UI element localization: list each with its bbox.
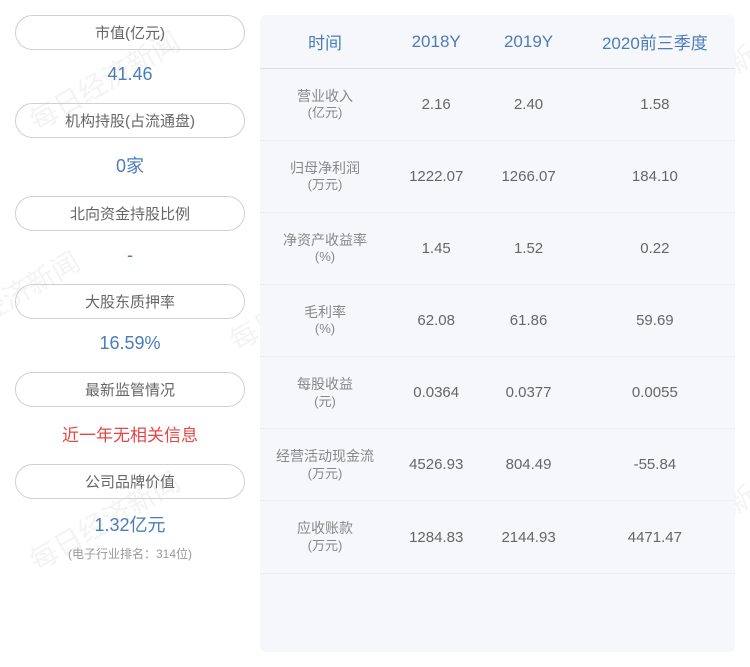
metric-unit: (万元)	[268, 177, 382, 194]
stat-label-brand: 公司品牌价值	[15, 464, 245, 499]
metric-name: 应收账款	[268, 519, 382, 537]
value-cell: 1284.83	[390, 501, 482, 573]
stat-label-northbound: 北向资金持股比例	[15, 196, 245, 231]
table-body: 营业收入 (亿元) 2.16 2.40 1.58 归母净利润 (万元) 1222…	[260, 69, 735, 574]
value-cell: -55.84	[575, 429, 735, 501]
value-cell: 1266.07	[482, 141, 574, 213]
metric-name: 归母净利润	[268, 159, 382, 177]
value-cell: 2144.93	[482, 501, 574, 573]
metric-unit: (万元)	[268, 538, 382, 555]
value-cell: 4526.93	[390, 429, 482, 501]
metric-name: 每股收益	[268, 375, 382, 393]
metric-cell: 经营活动现金流 (万元)	[260, 429, 390, 501]
metric-name: 经营活动现金流	[268, 447, 382, 465]
stat-subtext-brand: (电子行业排名：314位)	[15, 545, 245, 570]
stat-label-regulatory: 最新监管情况	[15, 372, 245, 407]
financial-table: 时间 2018Y 2019Y 2020前三季度 营业收入 (亿元) 2.16 2…	[260, 15, 735, 574]
metric-cell: 应收账款 (万元)	[260, 501, 390, 573]
value-cell: 2.16	[390, 69, 482, 141]
table-row: 营业收入 (亿元) 2.16 2.40 1.58	[260, 69, 735, 141]
stat-value-market-cap: 41.46	[15, 58, 245, 95]
stat-label-institution: 机构持股(占流通盘)	[15, 103, 245, 138]
metric-name: 毛利率	[268, 303, 382, 321]
main-container: 市值(亿元) 41.46 机构持股(占流通盘) 0家 北向资金持股比例 - 大股…	[0, 0, 750, 667]
metric-cell: 每股收益 (元)	[260, 357, 390, 429]
table-row: 每股收益 (元) 0.0364 0.0377 0.0055	[260, 357, 735, 429]
left-stats-panel: 市值(亿元) 41.46 机构持股(占流通盘) 0家 北向资金持股比例 - 大股…	[15, 15, 260, 652]
metric-name: 净资产收益率	[268, 231, 382, 249]
metric-name: 营业收入	[268, 87, 382, 105]
table-row: 归母净利润 (万元) 1222.07 1266.07 184.10	[260, 141, 735, 213]
metric-cell: 毛利率 (%)	[260, 285, 390, 357]
value-cell: 0.0377	[482, 357, 574, 429]
header-2019: 2019Y	[482, 15, 574, 69]
value-cell: 1.58	[575, 69, 735, 141]
metric-unit: (万元)	[268, 466, 382, 483]
stat-label-market-cap: 市值(亿元)	[15, 15, 245, 50]
table-row: 毛利率 (%) 62.08 61.86 59.69	[260, 285, 735, 357]
value-cell: 1.45	[390, 213, 482, 285]
table-header-row: 时间 2018Y 2019Y 2020前三季度	[260, 15, 735, 69]
value-cell: 0.0364	[390, 357, 482, 429]
metric-cell: 营业收入 (亿元)	[260, 69, 390, 141]
table-row: 经营活动现金流 (万元) 4526.93 804.49 -55.84	[260, 429, 735, 501]
financial-table-panel: 时间 2018Y 2019Y 2020前三季度 营业收入 (亿元) 2.16 2…	[260, 15, 735, 652]
value-cell: 1222.07	[390, 141, 482, 213]
stat-label-pledge: 大股东质押率	[15, 284, 245, 319]
stat-value-regulatory: 近一年无相关信息	[15, 415, 245, 456]
value-cell: 804.49	[482, 429, 574, 501]
metric-unit: (亿元)	[268, 105, 382, 122]
value-cell: 184.10	[575, 141, 735, 213]
metric-unit: (元)	[268, 394, 382, 411]
header-2020: 2020前三季度	[575, 15, 735, 69]
metric-cell: 净资产收益率 (%)	[260, 213, 390, 285]
value-cell: 0.22	[575, 213, 735, 285]
stat-value-institution: 0家	[15, 146, 245, 188]
stat-value-northbound: -	[15, 239, 245, 276]
value-cell: 0.0055	[575, 357, 735, 429]
table-row: 净资产收益率 (%) 1.45 1.52 0.22	[260, 213, 735, 285]
table-row: 应收账款 (万元) 1284.83 2144.93 4471.47	[260, 501, 735, 573]
value-cell: 61.86	[482, 285, 574, 357]
value-cell: 4471.47	[575, 501, 735, 573]
stat-value-pledge: 16.59%	[15, 327, 245, 364]
metric-unit: (%)	[268, 321, 382, 338]
stat-value-brand: 1.32亿元	[15, 507, 245, 537]
value-cell: 59.69	[575, 285, 735, 357]
value-cell: 62.08	[390, 285, 482, 357]
value-cell: 1.52	[482, 213, 574, 285]
metric-unit: (%)	[268, 249, 382, 266]
metric-cell: 归母净利润 (万元)	[260, 141, 390, 213]
header-time: 时间	[260, 15, 390, 69]
header-2018: 2018Y	[390, 15, 482, 69]
value-cell: 2.40	[482, 69, 574, 141]
